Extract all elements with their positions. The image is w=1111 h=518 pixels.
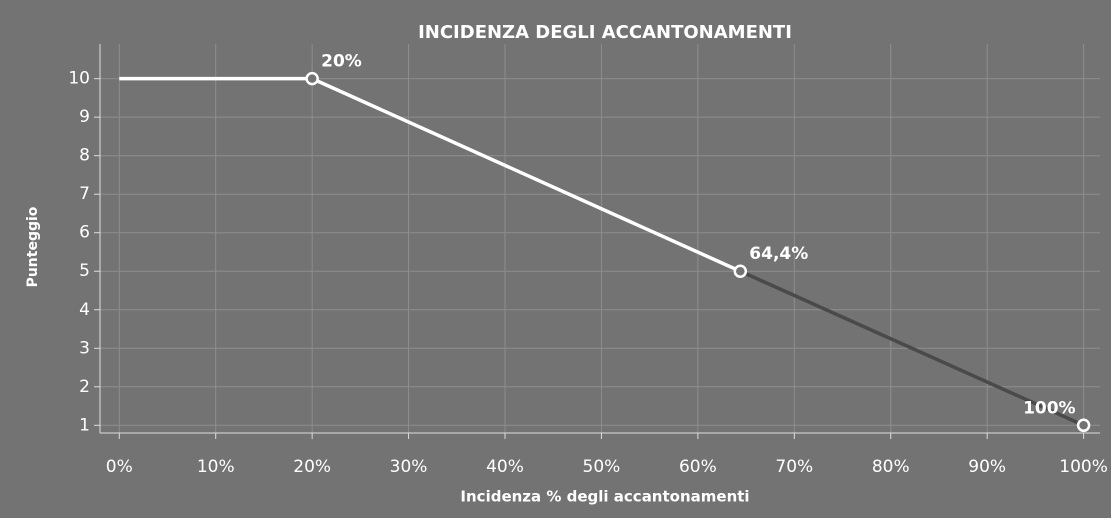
point-label: 100% (1023, 398, 1076, 418)
y-tick-label: 1 (79, 415, 90, 435)
y-tick-label: 3 (79, 338, 90, 358)
y-tick-label: 9 (79, 107, 90, 127)
x-tick-label: 10% (197, 457, 235, 477)
chart-title: INCIDENZA DEGLI ACCANTONAMENTI (418, 22, 792, 43)
x-tick-label: 60% (679, 457, 717, 477)
x-axis-label: Incidenza % degli accantonamenti (460, 488, 749, 506)
x-tick-label: 80% (872, 457, 910, 477)
x-tick-label: 70% (775, 457, 813, 477)
y-tick-label: 8 (79, 146, 90, 166)
y-tick-label: 7 (79, 184, 90, 204)
x-tick-label: 40% (486, 457, 524, 477)
x-tick-label: 100% (1059, 457, 1108, 477)
y-tick-label: 5 (79, 261, 90, 281)
y-tick-label: 4 (79, 300, 90, 320)
y-tick-label: 10 (68, 69, 90, 89)
y-tick-label: 2 (79, 377, 90, 397)
line (119, 76, 742, 273)
point-marker (733, 264, 748, 278)
point-marker (1076, 418, 1091, 433)
point-marker (305, 71, 319, 86)
point-label: 20% (321, 52, 362, 72)
y-axis-label: Punteggio (25, 206, 41, 287)
x-tick-label: 20% (293, 457, 331, 477)
line (739, 269, 1085, 427)
x-tick-label: 90% (968, 457, 1006, 477)
y-tick-label: 6 (79, 223, 90, 243)
x-tick-label: 30% (390, 457, 428, 477)
x-tick-label: 50% (583, 457, 621, 477)
x-tick-label: 0% (106, 457, 133, 477)
point-label: 64,4% (749, 244, 808, 264)
